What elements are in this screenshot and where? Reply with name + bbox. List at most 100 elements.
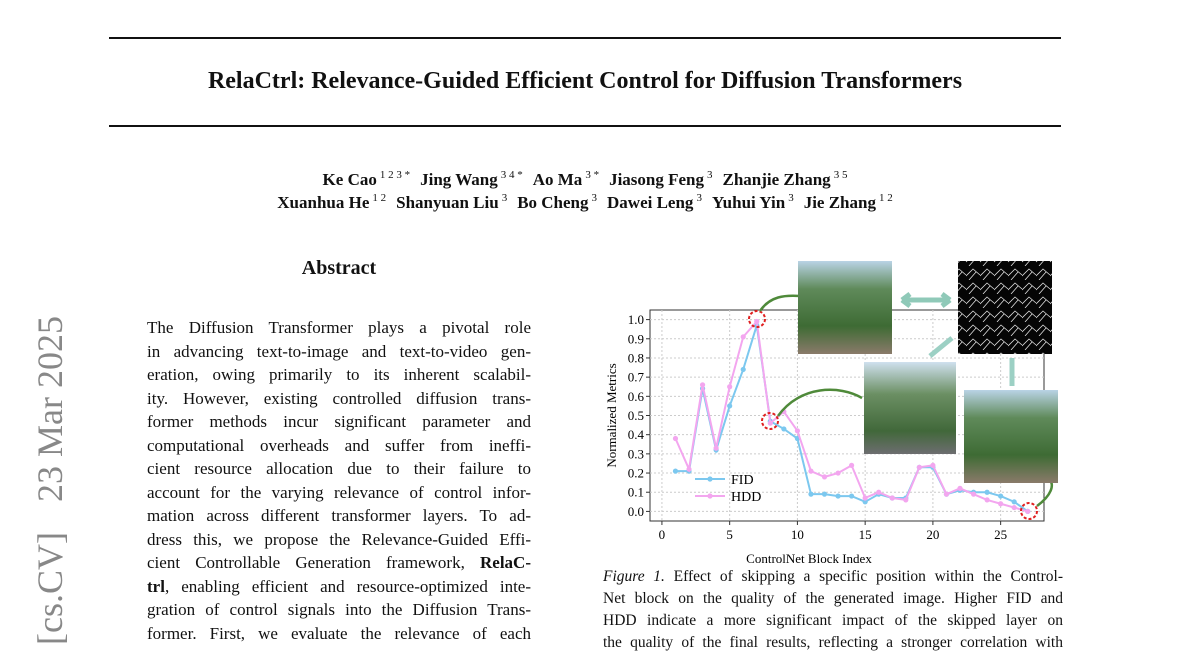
affiliation-mark: 3: [696, 192, 702, 204]
author: Ao Ma 3 *: [533, 169, 599, 189]
author: Ke Cao 1 2 3 *: [322, 169, 411, 189]
data-point: [1025, 508, 1031, 515]
abstract-line: eration, owing primarily to its inherent…: [147, 365, 531, 384]
caption-line: HDD indicate a more significant impact o…: [603, 612, 1063, 629]
author: Zhanjie Zhang 3 5: [723, 169, 848, 189]
author: Bo Cheng 3: [517, 192, 598, 212]
connector-arrow: [776, 388, 863, 417]
image-thumbnail: [964, 390, 1058, 483]
author: Shanyuan Liu 3: [396, 192, 508, 212]
data-point: [727, 384, 733, 390]
data-point: [740, 366, 746, 373]
x-axis-label: ControlNet Block Index: [746, 551, 872, 566]
paper-title: RelaCtrl: Relevance-Guided Efficient Con…: [207, 68, 963, 94]
author: Jie Zhang 1 2: [804, 192, 893, 212]
legend-label: HDD: [731, 490, 761, 505]
abstract-line: cient resource allocation due to their f…: [147, 459, 531, 478]
arxiv-stamp: [cs.CV] 23 Mar 2025: [30, 316, 70, 645]
data-point: [672, 435, 679, 442]
author-name: Yuhui Yin: [711, 192, 786, 212]
data-point: [943, 491, 950, 497]
text-run: , enabling efficient and resource-optimi…: [164, 576, 531, 596]
figure-caption: Figure 1. Effect of skipping a specific …: [603, 566, 1063, 654]
y-tick-label: 0.6: [628, 389, 645, 404]
affiliation-mark: 3: [707, 169, 713, 181]
data-point: [957, 485, 963, 491]
double-arrow: [928, 336, 954, 358]
data-point: [699, 382, 706, 388]
abstract-line: former methods incur significant paramet…: [147, 412, 531, 431]
caption-line: Figure 1. Effect of skipping a specific …: [603, 566, 1063, 588]
caption-line: Net block on the quality of the generate…: [603, 590, 1063, 607]
data-point: [862, 495, 868, 501]
data-point: [821, 491, 828, 497]
author-line: Xuanhua He 1 2 Shanyuan Liu 3 Bo Cheng 3 Dawei…: [0, 192, 1170, 213]
abstract-line: mation across different transformer laye…: [147, 506, 531, 525]
author-line: Ke Cao 1 2 3 * Jing Wang 3 4 * Ao Ma 3 * Jiaso…: [0, 169, 1170, 190]
data-point: [984, 489, 990, 495]
data-point: [794, 428, 801, 434]
affiliation-mark: 3 5: [833, 169, 848, 181]
abstract-line: account for the varying relevance of con…: [147, 482, 531, 502]
data-point: [876, 489, 882, 495]
legend-marker: [707, 476, 713, 482]
affiliation-mark: 3: [591, 192, 598, 204]
author-name: Jiasong Feng: [609, 169, 704, 189]
data-point: [930, 462, 936, 468]
data-point: [1011, 499, 1017, 505]
connector-arrow: [758, 294, 801, 312]
caption-line: the quality of the final results, reflec…: [603, 634, 1063, 651]
image-thumbnail: [864, 362, 956, 454]
highlight-circle: [1020, 502, 1038, 520]
author-name: Jing Wang: [420, 169, 498, 189]
y-tick-label: 0.5: [628, 408, 644, 423]
highlight-circle: [748, 310, 766, 328]
affiliation-mark: 1 2 3 *: [379, 169, 411, 181]
data-point: [998, 501, 1004, 507]
data-point: [889, 495, 895, 501]
data-point: [998, 493, 1004, 499]
text-run: trl: [147, 576, 165, 596]
affiliation-mark: 3: [501, 192, 508, 204]
y-tick-label: 0.9: [628, 331, 644, 346]
data-point: [984, 497, 990, 503]
y-tick-label: 0.0: [628, 504, 644, 519]
x-tick-label: 5: [726, 527, 733, 542]
author-name: Xuanhua He: [277, 192, 370, 212]
data-point: [808, 468, 814, 474]
x-tick-label: 0: [659, 527, 666, 542]
y-tick-label: 0.3: [628, 446, 644, 461]
x-tick-label: 15: [859, 527, 872, 542]
double-arrow: [900, 292, 952, 308]
data-point: [686, 466, 692, 472]
image-thumbnail: [798, 261, 892, 354]
abstract-heading: Abstract: [301, 257, 377, 279]
rule: [109, 125, 1061, 127]
data-point: [1011, 504, 1017, 511]
y-tick-label: 0.1: [628, 485, 644, 500]
rule: [109, 37, 1061, 39]
abstract-line: gration of control signals into the Diff…: [147, 600, 531, 619]
author: Jiasong Feng 3: [609, 169, 713, 189]
line-wrap: cient Controllable Generation framework,…: [147, 553, 531, 572]
data-point: [754, 318, 760, 325]
y-axis-label: Normalized Metrics: [604, 363, 619, 467]
data-point: [727, 403, 733, 409]
data-point: [821, 474, 828, 480]
caption-label: Figure 1.: [603, 568, 665, 585]
abstract-text: The Diffusion Transformer plays a pivota…: [147, 316, 531, 645]
text-run: RelaC-: [480, 553, 531, 572]
edge-map-thumbnail: [958, 261, 1052, 354]
data-point: [672, 468, 679, 474]
abstract-line: ity. However, existing controlled diffus…: [147, 388, 531, 408]
author: Jing Wang 3 4 *: [420, 169, 523, 189]
stamp-category: [cs.CV]: [30, 532, 70, 645]
y-tick-label: 0.7: [628, 370, 645, 385]
data-point: [713, 445, 719, 451]
author-name: Ke Cao: [322, 169, 377, 189]
affiliation-mark: 3: [788, 192, 794, 204]
caption-text: Effect of skipping a specific position w…: [664, 568, 1063, 585]
line-wrap: Figure 1. Effect of skipping a specific …: [603, 568, 1063, 585]
